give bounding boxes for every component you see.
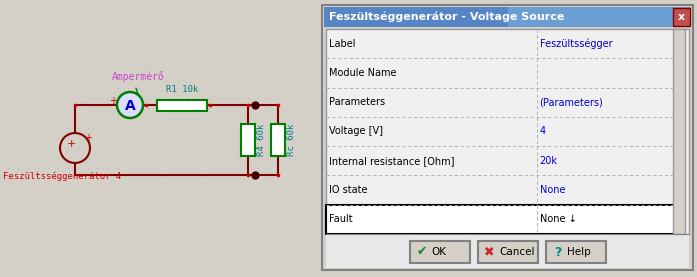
Bar [324,7,691,27]
Text: None ↓: None ↓ [539,214,576,224]
Text: Ampermérő: Ampermérő [112,71,164,83]
Text: Rc 60k: Rc 60k [287,124,296,156]
Text: +: + [109,96,117,106]
Circle shape [117,92,143,118]
Text: +: + [66,139,76,149]
Text: IO state: IO state [329,185,367,195]
Bar [326,205,677,234]
Bar [673,8,690,26]
Text: Module Name: Module Name [329,68,397,78]
Text: (Parameters): (Parameters) [539,97,604,107]
Text: Fault: Fault [329,214,353,224]
Text: 4: 4 [539,127,546,137]
Text: Internal resistance [Ohm]: Internal resistance [Ohm] [329,156,454,166]
Text: Help: Help [567,247,591,257]
Text: 20k: 20k [539,156,558,166]
Text: OK: OK [431,247,447,257]
Text: Parameters: Parameters [329,97,385,107]
Text: Voltage [V]: Voltage [V] [329,127,383,137]
Bar [271,124,285,156]
Bar [410,241,470,263]
Bar [477,241,537,263]
Bar [546,241,606,263]
Bar [673,29,685,234]
Text: Label: Label [329,39,355,49]
Bar [326,234,689,268]
Text: A: A [125,99,135,113]
Text: Feszültsségger: Feszültsségger [539,39,612,49]
Text: Cancel: Cancel [500,247,535,257]
Text: +: + [84,133,92,143]
Text: ✔: ✔ [416,245,427,258]
Bar [324,7,507,27]
Bar [241,124,255,156]
Text: R1 10k: R1 10k [166,86,198,94]
Bar [322,5,693,270]
Text: Feszültséggenerátor - Voltage Source: Feszültséggenerátor - Voltage Source [329,12,565,22]
Bar [326,29,689,234]
Text: Feszültsséggenerátor 4: Feszültsséggenerátor 4 [3,171,121,181]
Text: ?: ? [554,245,561,258]
Text: None: None [539,185,565,195]
Bar [157,99,207,111]
Text: R4 60k: R4 60k [257,124,266,156]
Text: x: x [678,12,685,22]
Text: ✖: ✖ [484,245,495,258]
